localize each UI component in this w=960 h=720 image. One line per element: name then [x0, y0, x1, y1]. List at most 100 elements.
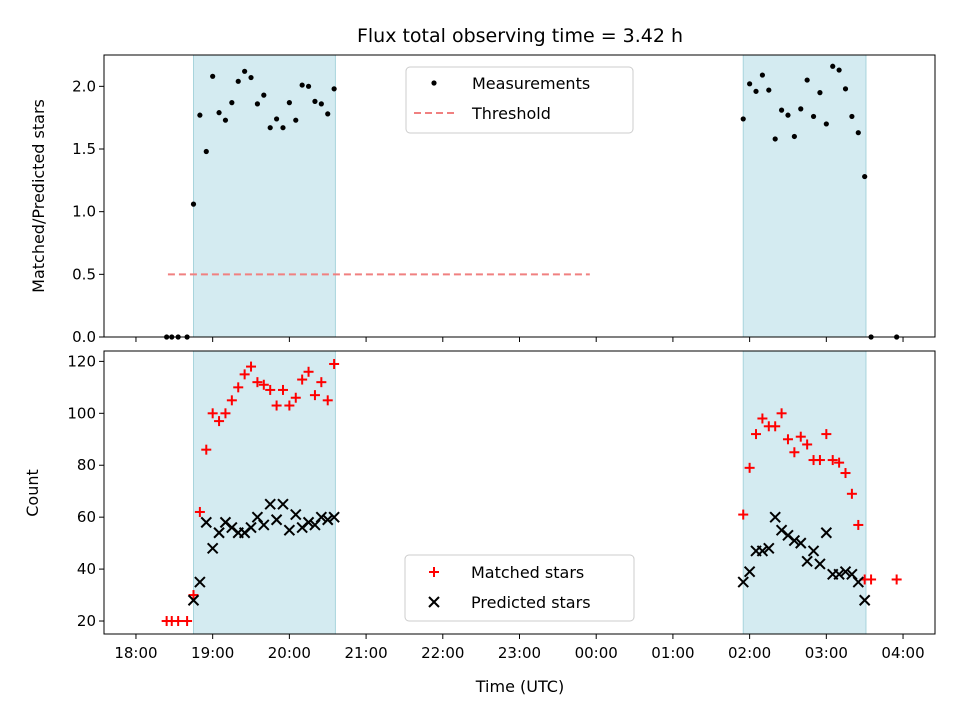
data-point [316, 377, 327, 388]
data-point [188, 590, 199, 601]
data-point [810, 113, 817, 120]
legend-marker-predicted [428, 596, 440, 608]
data-point [852, 576, 864, 588]
top-legend: Measurements Threshold [405, 66, 634, 134]
data-point [322, 514, 334, 526]
y-tick-label: 1.0 [72, 203, 96, 221]
data-point [743, 565, 756, 578]
data-point [740, 116, 746, 122]
y-tick-label: 0.0 [72, 328, 96, 346]
bottom-legend-box [404, 554, 635, 622]
x-axis-label: Time (UTC) [475, 677, 564, 696]
chart-title: Flux total observing time = 3.42 h [357, 25, 683, 47]
data-point [751, 429, 762, 440]
data-point [776, 408, 787, 419]
data-point [194, 506, 205, 517]
observing-window [192, 350, 336, 635]
data-point [242, 68, 248, 74]
x-tick-label: 23:00 [498, 644, 541, 662]
data-point [210, 73, 216, 79]
bottom-legend: Matched stars Predicted stars [404, 554, 635, 622]
legend-label-measurements: Measurements [472, 74, 590, 93]
data-point [309, 390, 320, 401]
bottom-panel: 20 40 60 80 100 120 18:00 19:00 20:00 21:00 22:00 2… [67, 350, 936, 662]
data-point [763, 542, 775, 555]
data-point [315, 511, 328, 523]
data-point [284, 400, 295, 411]
data-point [283, 524, 296, 536]
data-point [190, 201, 197, 207]
data-point [194, 576, 206, 588]
data-point [795, 431, 806, 442]
data-point [214, 416, 225, 427]
data-point [239, 369, 250, 380]
y-tick-label: 20 [77, 612, 96, 630]
data-point [738, 509, 749, 520]
data-point [245, 521, 257, 534]
data-point [785, 112, 791, 118]
legend-label-threshold: Threshold [471, 104, 551, 123]
x-tick-label: 04:00 [881, 644, 924, 662]
data-point [834, 457, 845, 468]
x-tick-label: 00:00 [575, 644, 618, 662]
data-point [830, 63, 836, 69]
data-point [286, 100, 292, 106]
data-point [261, 92, 267, 98]
observing-window [742, 54, 867, 338]
data-point [840, 468, 851, 479]
data-point [801, 555, 813, 568]
data-point [331, 86, 337, 92]
data-point [270, 514, 283, 526]
data-point [264, 498, 276, 510]
data-point [814, 558, 826, 570]
y-tick-label: 1.5 [72, 140, 96, 158]
data-point [891, 574, 902, 585]
plot-frame [103, 54, 936, 338]
data-point [206, 542, 219, 555]
data-point [312, 98, 318, 104]
data-point [823, 121, 829, 127]
legend-label-matched: Matched stars [471, 563, 584, 582]
data-point [182, 616, 193, 627]
data-point [817, 90, 823, 96]
data-point [322, 395, 333, 406]
data-point [229, 100, 235, 106]
data-point [836, 67, 842, 73]
data-point [821, 429, 832, 440]
data-point [252, 377, 263, 388]
plot-frame [103, 350, 936, 635]
data-point [325, 111, 331, 117]
data-point [839, 565, 852, 578]
data-point [772, 136, 778, 142]
y-tick-label: 2.0 [72, 77, 96, 95]
data-point [273, 116, 280, 122]
data-point [744, 462, 755, 473]
x-tick-label: 02:00 [728, 644, 771, 662]
data-point [788, 534, 801, 547]
data-point [770, 421, 781, 432]
data-point [747, 81, 753, 87]
data-point [737, 576, 749, 588]
data-point [216, 110, 222, 116]
data-point [258, 379, 269, 390]
data-point [807, 545, 820, 557]
y-tick-label: 120 [67, 352, 96, 370]
series-predicted-stars [187, 498, 871, 606]
data-point [305, 83, 312, 89]
data-point [197, 112, 203, 118]
data-point [187, 594, 200, 606]
data-point [842, 86, 849, 92]
data-point [866, 574, 877, 585]
data-point [213, 527, 225, 539]
bottom-y-axis-label: Count [23, 469, 42, 517]
data-point [297, 374, 308, 385]
data-point [299, 82, 305, 88]
data-point [248, 74, 254, 81]
data-point [201, 444, 212, 455]
data-point [329, 358, 340, 369]
data-point [756, 545, 769, 557]
data-point [820, 527, 833, 539]
data-point [757, 413, 768, 424]
data-point [849, 113, 855, 120]
